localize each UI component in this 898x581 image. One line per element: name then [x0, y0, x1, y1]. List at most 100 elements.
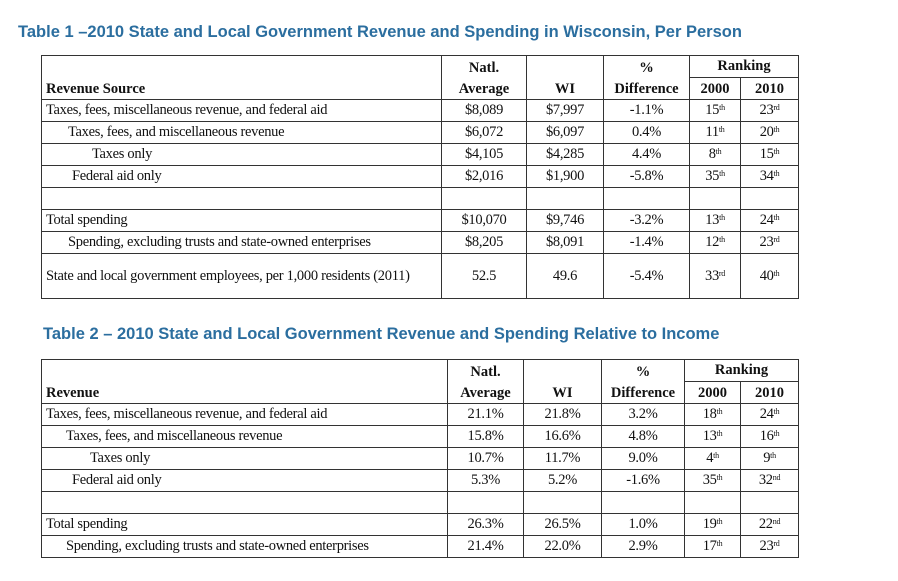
rank-2000-cell: 15th: [689, 99, 741, 122]
row-label: Taxes, fees, and miscellaneous revenue: [41, 121, 442, 144]
rank-2010-cell: 16th: [739, 425, 800, 448]
table-1-title: Table 1 –2010 State and Local Government…: [18, 23, 742, 41]
wi-cell: $9,746: [526, 209, 604, 232]
difference-cell: 4.4%: [603, 143, 690, 166]
rank-2000-cell: 13th: [689, 209, 741, 232]
rank-suffix: nd: [772, 473, 781, 482]
table-row: Total spending 26.3% 26.5% 1.0% 19th 22nd: [41, 513, 800, 536]
wi-cell: $6,097: [526, 121, 604, 144]
row-label: Taxes, fees, miscellaneous revenue, and …: [41, 99, 442, 122]
rank-2010: 23: [759, 102, 774, 118]
rank-2010-cell: 15th: [739, 143, 800, 166]
rank-suffix: th: [716, 517, 723, 526]
natl-average-cell: 10.7%: [447, 447, 524, 470]
natl-average-cell: $8,205: [441, 231, 527, 254]
header-label: Revenue: [41, 359, 448, 404]
rank-suffix: th: [713, 451, 719, 460]
rank-2010-cell: 23rd: [739, 535, 800, 558]
rank-2000: 4: [706, 450, 714, 466]
rank-2010-cell: 22nd: [739, 513, 800, 536]
header-2010: 2010: [739, 381, 800, 404]
rank-2000: 35: [705, 168, 720, 184]
rank-suffix: th: [773, 213, 780, 222]
header-natl: Natl.: [441, 55, 527, 78]
rank-2010: 23: [759, 234, 774, 250]
row-label: Taxes, fees, and miscellaneous revenue: [41, 425, 448, 448]
difference-cell: -5.4%: [603, 253, 690, 299]
rank-2000: 11: [705, 124, 720, 140]
rank-2010-cell: 34th: [739, 165, 800, 188]
header-diff-2: Difference: [601, 381, 685, 404]
rank-suffix: th: [716, 539, 723, 548]
row-label: Taxes only: [41, 447, 448, 470]
difference-cell: -3.2%: [603, 209, 690, 232]
header-2000: 2000: [684, 381, 741, 404]
rank-suffix: rd: [773, 103, 780, 112]
rank-suffix: th: [719, 169, 725, 178]
rank-suffix: rd: [718, 268, 725, 278]
rank-suffix: th: [773, 407, 780, 416]
table-row: Taxes, fees, and miscellaneous revenue $6…: [41, 121, 800, 144]
rank-suffix: th: [719, 235, 725, 244]
rank-2010: 16: [759, 428, 774, 444]
rank-2000-cell: 4th: [684, 447, 741, 470]
natl-average-cell: $4,105: [441, 143, 527, 166]
difference-cell: 4.8%: [601, 425, 685, 448]
header-2000: 2000: [689, 77, 741, 100]
rank-2000-cell: 35th: [684, 469, 741, 492]
table-row: Spending, excluding trusts and state-own…: [41, 231, 800, 254]
rank-2000-cell: 18th: [684, 403, 741, 426]
rank-2000-cell: 8th: [689, 143, 741, 166]
rank-suffix: th: [773, 169, 780, 178]
rank-suffix: rd: [773, 235, 780, 244]
rank-2000-cell: 13th: [684, 425, 741, 448]
wi-cell: 11.7%: [523, 447, 602, 470]
rank-2000: 33: [705, 267, 719, 284]
rank-2000: 35: [702, 472, 717, 488]
rank-suffix: th: [773, 268, 780, 278]
spacer-row: [41, 187, 800, 210]
difference-cell: -1.4%: [603, 231, 690, 254]
header-wi-label: WI: [523, 381, 602, 404]
difference-cell: 0.4%: [603, 121, 690, 144]
rank-suffix: th: [716, 473, 723, 482]
header-wi: [523, 359, 602, 382]
wi-cell: $4,285: [526, 143, 604, 166]
rank-2000: 13: [705, 212, 720, 228]
rank-suffix: th: [773, 125, 780, 134]
rank-2010: 20: [759, 124, 774, 140]
rank-2000-cell: 35th: [689, 165, 741, 188]
rank-2000: 17: [702, 538, 717, 554]
header-label: Revenue Source: [41, 55, 442, 100]
header-wi: [526, 55, 604, 78]
rank-2000-cell: 17th: [684, 535, 741, 558]
header-ranking: Ranking: [688, 55, 800, 78]
rank-2000: 13: [702, 428, 717, 444]
wi-cell: $1,900: [526, 165, 604, 188]
rank-2010: 15: [759, 146, 774, 162]
rank-2010-cell: 24th: [739, 209, 800, 232]
table-row: Taxes, fees, miscellaneous revenue, and …: [41, 99, 800, 122]
rank-suffix: th: [718, 125, 725, 134]
rank-2000: 12: [705, 234, 720, 250]
table-row: Total spending $10,070 $9,746 -3.2% 13th 24th: [41, 209, 800, 232]
rank-2010: 22: [758, 516, 773, 532]
rank-2010-cell: 24th: [739, 403, 800, 426]
rank-2010: 24: [759, 406, 774, 422]
table-row: Taxes only $4,105 $4,285 4.4% 8th 15th: [41, 143, 800, 166]
difference-cell: -1.6%: [601, 469, 685, 492]
row-label: Total spending: [41, 513, 448, 536]
natl-average-cell: 52.5: [441, 253, 527, 299]
rank-2000: 19: [702, 516, 717, 532]
rank-suffix: th: [719, 213, 725, 222]
header-wi-label: WI: [526, 77, 604, 100]
spacer-row: [41, 491, 800, 514]
rank-suffix: th: [719, 103, 725, 112]
natl-average-cell: $8,089: [441, 99, 527, 122]
difference-cell: -5.8%: [603, 165, 690, 188]
rank-suffix: th: [716, 407, 723, 416]
natl-average-cell: $2,016: [441, 165, 527, 188]
rank-2010: 40: [759, 267, 774, 284]
row-label: Federal aid only: [41, 165, 442, 188]
rank-2010: 9: [763, 450, 771, 466]
